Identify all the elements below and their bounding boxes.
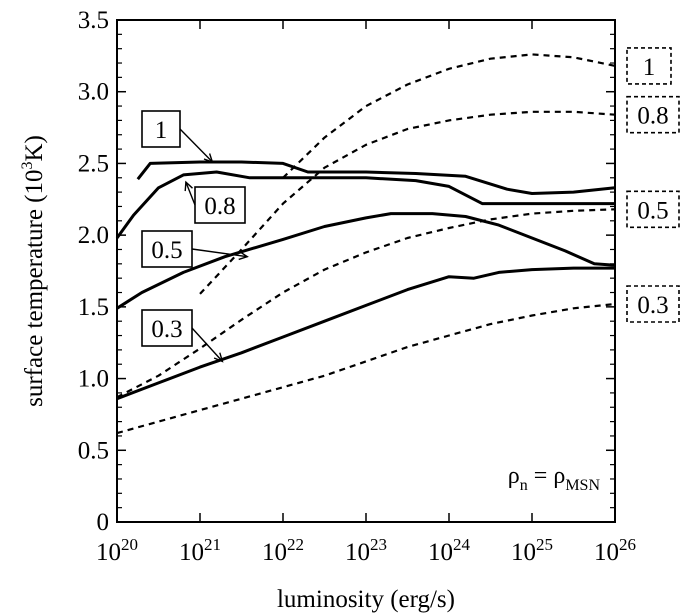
dashed-series-labels: 1 0.8 0.5 0.3 bbox=[626, 47, 680, 323]
x-tick-label: 1020 bbox=[96, 535, 138, 566]
dashed-series-label: 0.3 bbox=[637, 292, 668, 319]
dashed-line-0-5 bbox=[116, 208, 616, 399]
solid-series-label: 0.8 bbox=[204, 193, 235, 220]
plot-lines bbox=[115, 53, 616, 435]
dashed-series-label: 0.5 bbox=[637, 197, 668, 224]
x-tick-label: 1021 bbox=[179, 535, 221, 566]
solid-line-0-3 bbox=[116, 266, 615, 401]
y-axis-label-text: surface temperature (10 bbox=[21, 170, 48, 407]
x-tick-label: 1025 bbox=[511, 535, 553, 566]
y-tick-label: 2.5 bbox=[78, 150, 109, 177]
solid-series-label: 1 bbox=[155, 117, 168, 144]
density-lhs-subscript: n bbox=[520, 477, 528, 494]
y-tick-label: 0 bbox=[97, 509, 110, 536]
x-tick-label: 1026 bbox=[594, 535, 636, 566]
solid-line-0-8 bbox=[115, 170, 615, 239]
solid-label-box bbox=[141, 309, 193, 347]
y-axis-label-superscript: 3 bbox=[19, 162, 36, 170]
label-leader-line bbox=[179, 128, 213, 163]
density-rhs-subscript: MSN bbox=[565, 477, 600, 494]
y-tick-label: 1.0 bbox=[78, 366, 109, 393]
x-tick-label: 1022 bbox=[262, 535, 304, 566]
dashed-line-0-8 bbox=[199, 110, 616, 295]
label-arrowhead bbox=[238, 251, 249, 261]
density-annotation: ρn = ρMSN bbox=[508, 463, 601, 494]
y-axis-label: surface temperature (103K) bbox=[19, 135, 48, 407]
solid-label-box bbox=[141, 230, 193, 268]
x-tick-label: 1024 bbox=[428, 535, 471, 566]
x-tick-labels: 1020 1021 1022 1023 1024 1025 1026 bbox=[96, 535, 636, 566]
dashed-label-box bbox=[626, 285, 680, 323]
density-equals: = bbox=[528, 463, 554, 489]
label-leader-line bbox=[185, 181, 196, 206]
solid-series-labels: 1 0.8 0.5 0.3 bbox=[141, 110, 249, 363]
density-lhs: ρ bbox=[508, 463, 520, 489]
y-tick-label: 1.5 bbox=[78, 294, 109, 321]
axis-ticks bbox=[116, 19, 616, 523]
y-tick-label: 3.0 bbox=[78, 79, 109, 106]
solid-label-box bbox=[141, 110, 181, 148]
dashed-series-label: 1 bbox=[643, 54, 656, 81]
y-tick-label: 0.5 bbox=[78, 437, 109, 464]
solid-line-0-5 bbox=[116, 212, 616, 310]
dashed-label-box bbox=[626, 190, 680, 229]
label-leader-line bbox=[191, 327, 223, 362]
label-arrowhead bbox=[213, 352, 224, 363]
solid-series-label: 0.5 bbox=[151, 237, 182, 264]
y-axis-label-tail: K) bbox=[21, 135, 48, 161]
x-tick-label: 1023 bbox=[345, 535, 387, 566]
dashed-series-label: 0.8 bbox=[637, 103, 668, 130]
dashed-label-box bbox=[626, 47, 672, 85]
solid-line-1 bbox=[136, 160, 616, 195]
solid-series-label: 0.3 bbox=[151, 316, 182, 343]
y-tick-label: 2.0 bbox=[78, 222, 109, 249]
dashed-label-box bbox=[626, 95, 680, 134]
x-axis-label: luminosity (erg/s) bbox=[277, 586, 455, 613]
y-tick-labels: 0 0.5 1.0 1.5 2.0 2.5 3.0 3.5 bbox=[78, 7, 109, 536]
solid-label-box bbox=[194, 186, 246, 224]
label-arrowhead bbox=[203, 153, 214, 164]
label-arrowhead bbox=[184, 180, 193, 192]
plot-frame bbox=[116, 19, 616, 523]
label-leader-line bbox=[191, 248, 248, 258]
dashed-line-1 bbox=[282, 53, 616, 179]
y-tick-label: 3.5 bbox=[78, 7, 109, 34]
density-rhs: ρ bbox=[553, 463, 565, 489]
dashed-line-0-3 bbox=[116, 302, 616, 435]
